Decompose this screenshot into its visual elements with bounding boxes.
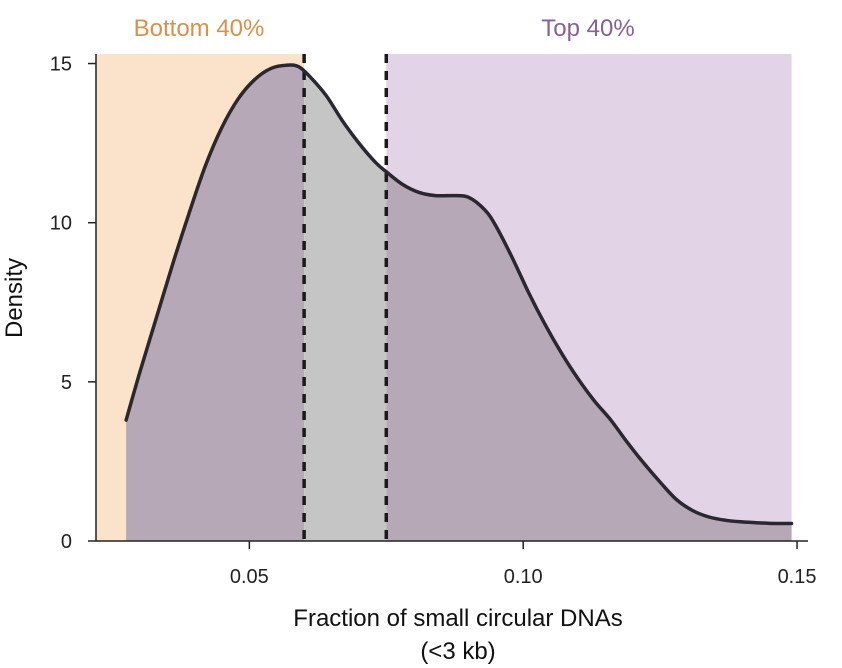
x-axis-title: Fraction of small circular DNAs: [293, 605, 622, 632]
density-area-middle: [304, 70, 387, 541]
band-label-top: Top 40%: [541, 15, 634, 42]
density-area-outer: [126, 65, 792, 541]
density-curve-line: [124, 63, 794, 526]
y-tick-label-3: 15: [50, 54, 72, 76]
x-tick-label-0: 0.05: [230, 566, 269, 588]
y-tick-label-2: 10: [50, 213, 72, 235]
fill-layer: [126, 65, 792, 541]
band-label-bottom: Bottom 40%: [134, 15, 265, 42]
y-tick-label-0: 0: [61, 531, 72, 553]
y-axis-title: Density: [1, 258, 28, 338]
x-tick-label-2: 0.15: [778, 566, 817, 588]
threshold-layer: [302, 54, 389, 541]
y-tick-label-1: 5: [61, 372, 72, 394]
axes-layer: [95, 54, 808, 542]
x-tick-label-1: 0.10: [504, 566, 543, 588]
ticks-layer: 0 5 10 15 0.05 0.10 0.15: [50, 54, 817, 588]
x-axis-subtitle: (<3 kb): [420, 638, 495, 665]
curve-layer: [124, 63, 794, 526]
